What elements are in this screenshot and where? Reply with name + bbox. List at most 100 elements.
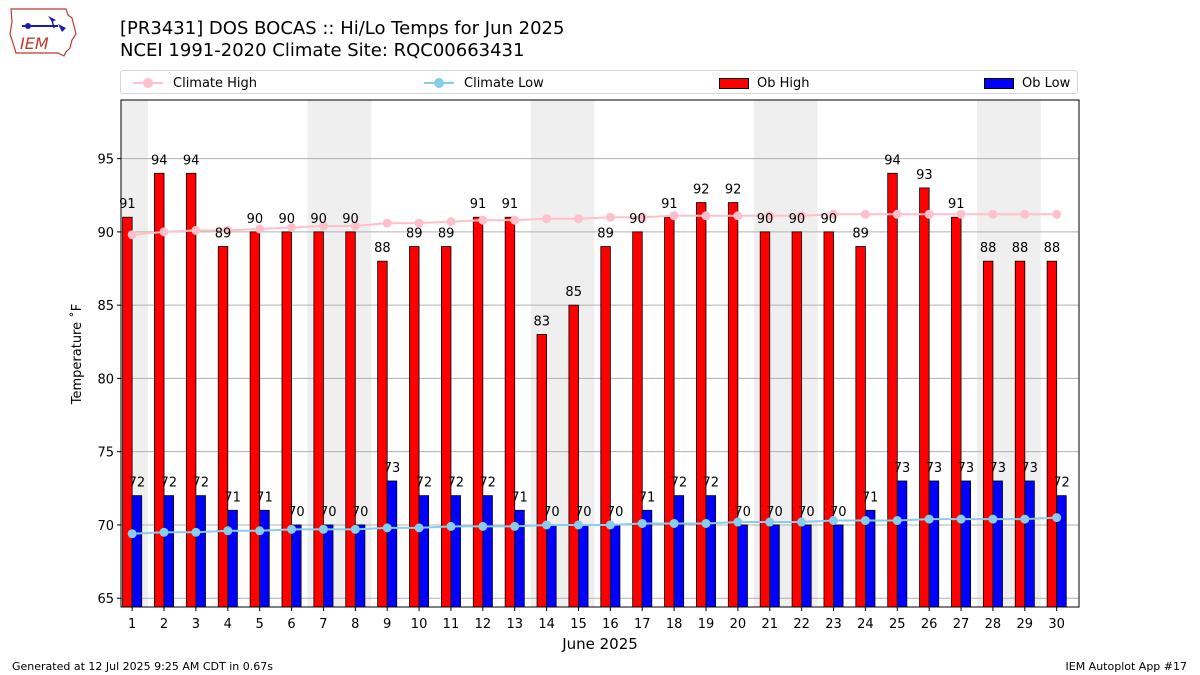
data-label-ob-high: 91 <box>948 197 965 212</box>
bar-ob-low <box>450 495 461 608</box>
bar-ob-low <box>896 480 908 608</box>
data-label-ob-low: 72 <box>1053 476 1070 491</box>
bar-ob-low <box>1024 480 1035 608</box>
bar-ob-low <box>131 495 143 608</box>
x-tick-label: 25 <box>889 617 906 632</box>
bar-ob-high <box>568 304 579 608</box>
data-label-ob-high: 89 <box>215 227 232 242</box>
legend-label: Climate High <box>173 75 258 91</box>
legend-swatch-ob-low <box>984 77 1014 89</box>
bar-ob-low <box>960 480 972 608</box>
x-tick-label: 16 <box>602 617 619 632</box>
x-tick-label: 21 <box>761 617 778 632</box>
x-tick-label: 10 <box>411 617 428 632</box>
bar-ob-high <box>281 231 292 608</box>
bar-ob-high <box>409 246 420 608</box>
bar-ob-low <box>386 480 398 608</box>
chart-title: [PR3431] DOS BOCAS :: Hi/Lo Temps for Ju… <box>120 18 565 39</box>
y-tick-label: 85 <box>97 299 114 314</box>
point-climate-low <box>159 527 169 537</box>
bar-ob-low <box>673 495 685 608</box>
point-climate-low <box>542 520 552 530</box>
point-climate-high <box>478 215 488 225</box>
point-climate-low <box>318 524 328 534</box>
bar-ob-high <box>823 231 834 608</box>
data-label-ob-low: 73 <box>1021 461 1038 476</box>
point-climate-high <box>733 211 743 221</box>
y-axis-label: Temperature ˚F <box>69 304 85 405</box>
data-label-ob-low: 70 <box>766 505 783 520</box>
bar-ob-low <box>195 495 206 608</box>
data-label-ob-low: 72 <box>416 476 433 491</box>
bar-ob-low <box>291 524 302 608</box>
bar-ob-low <box>418 495 430 608</box>
app-credit: IEM Autoplot App #17 <box>1065 660 1188 673</box>
line-climate-low <box>132 516 1057 535</box>
bar-ob-high <box>887 172 898 608</box>
x-tick-label: 2 <box>160 617 168 632</box>
data-label-ob-high: 92 <box>725 183 742 198</box>
point-climate-high <box>573 214 583 224</box>
point-climate-low <box>924 514 934 524</box>
data-label-ob-high: 90 <box>342 212 359 227</box>
data-label-ob-low: 73 <box>958 461 975 476</box>
point-climate-low <box>988 514 998 524</box>
data-label-ob-low: 73 <box>989 461 1006 476</box>
legend-item-ob-low: Ob Low <box>984 74 1070 92</box>
point-climate-high <box>924 209 934 219</box>
data-label-ob-high: 92 <box>693 183 710 198</box>
point-climate-high <box>446 217 456 227</box>
point-climate-low <box>510 521 520 531</box>
data-label-ob-low: 71 <box>256 490 273 505</box>
data-label-ob-high: 90 <box>310 212 327 227</box>
legend-item-climate-low: Climate Low <box>424 74 544 92</box>
bar-ob-high <box>122 216 133 608</box>
data-label-ob-high: 89 <box>406 227 423 242</box>
data-label-ob-high: 83 <box>534 314 551 329</box>
data-label-ob-high: 91 <box>661 197 678 212</box>
bar-ob-low <box>769 524 780 608</box>
data-label-ob-low: 71 <box>862 490 879 505</box>
point-climate-low <box>127 529 137 539</box>
bar-ob-low <box>928 480 940 608</box>
point-climate-high <box>127 230 137 240</box>
x-tick-label: 18 <box>666 617 683 632</box>
bar-ob-low <box>705 495 716 608</box>
x-tick-label: 29 <box>1017 617 1034 632</box>
x-tick-label: 7 <box>319 617 327 632</box>
point-climate-low <box>350 524 360 534</box>
point-climate-high <box>1052 209 1062 219</box>
bar-ob-low <box>801 524 812 608</box>
point-climate-low <box>382 523 392 533</box>
data-label-ob-high: 91 <box>502 197 519 212</box>
bar-ob-low <box>578 524 589 608</box>
data-label-ob-high: 90 <box>629 212 646 227</box>
x-tick-label: 30 <box>1048 617 1065 632</box>
point-climate-low <box>191 527 201 537</box>
data-label-ob-low: 70 <box>288 505 305 520</box>
x-tick-label: 22 <box>793 617 810 632</box>
data-label-ob-high: 94 <box>183 153 200 168</box>
data-label-ob-low: 72 <box>479 476 496 491</box>
bar-ob-low <box>833 524 844 608</box>
data-label-ob-low: 71 <box>639 490 656 505</box>
data-label-ob-high: 90 <box>820 212 837 227</box>
point-climate-high <box>318 221 328 231</box>
point-climate-high <box>414 218 424 228</box>
bar-ob-high <box>472 216 484 608</box>
point-climate-high <box>605 212 615 222</box>
data-label-ob-high: 88 <box>374 241 391 256</box>
bar-ob-high <box>185 172 197 608</box>
data-label-ob-low: 71 <box>511 490 528 505</box>
y-tick-label: 95 <box>97 153 114 168</box>
point-climate-low <box>733 517 743 527</box>
bar-ob-high <box>727 202 739 608</box>
data-label-ob-high: 94 <box>151 153 168 168</box>
point-climate-high <box>159 227 169 237</box>
bar-ob-high <box>919 187 930 608</box>
point-climate-low <box>255 526 265 536</box>
bar-ob-high <box>313 231 324 608</box>
logo-text: IEM <box>20 34 49 53</box>
point-climate-low <box>1052 513 1062 523</box>
point-climate-low <box>956 514 966 524</box>
